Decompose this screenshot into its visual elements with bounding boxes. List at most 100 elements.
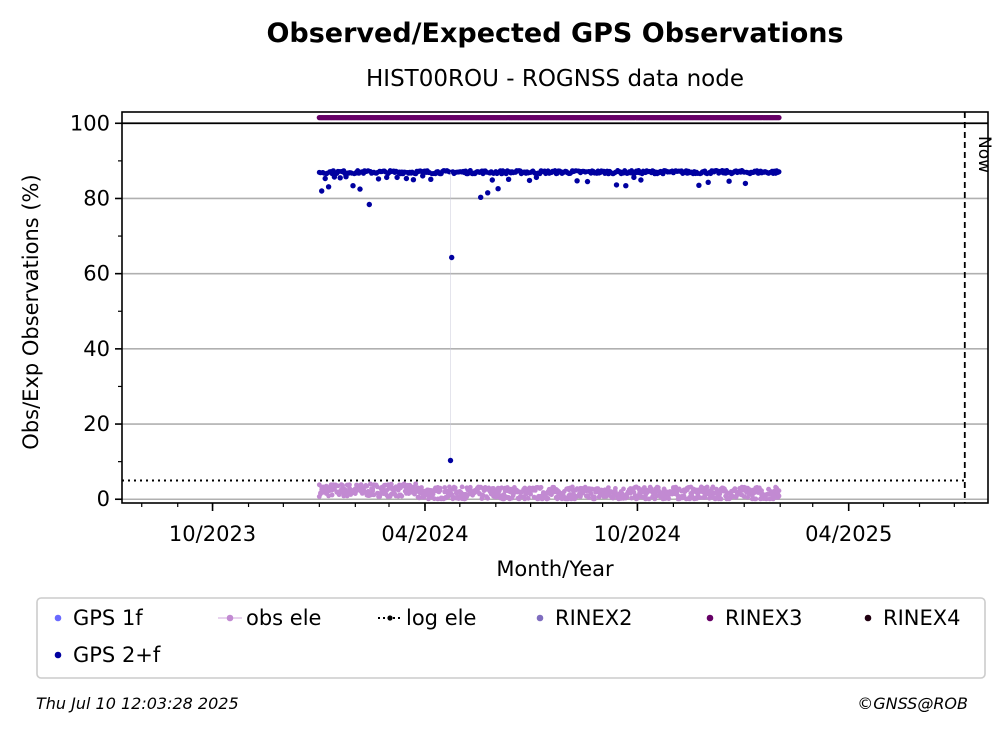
legend-label: RINEX2 (555, 606, 633, 630)
x-tick-label: 10/2024 (594, 522, 681, 546)
obs-ele-point (362, 489, 367, 494)
y-axis-label: Obs/Exp Observations (%) (19, 174, 43, 449)
gps-2f-outlier-point (343, 174, 349, 180)
obs-ele-point (329, 492, 335, 498)
obs-ele-point (442, 485, 448, 490)
obs-ele-point (452, 485, 458, 491)
gps-2f-outlier-point (742, 180, 749, 187)
gps-2f-outlier-point (489, 177, 495, 183)
chart-title: Observed/Expected GPS Observations (266, 18, 843, 49)
legend-frame (36, 597, 986, 679)
legend-item: GPS 1f (54, 606, 143, 630)
gps-2f-outlier-point (420, 173, 426, 179)
gps-2f-outlier-point (357, 186, 363, 192)
gps-2f-outlier-point (447, 457, 454, 464)
legend-label: GPS 2+f (73, 643, 161, 667)
gps-2f-outlier-point (322, 175, 328, 182)
legend-item: log ele (378, 606, 476, 630)
obs-ele-point (655, 485, 661, 490)
legend-label: RINEX3 (725, 606, 803, 630)
obs-ele-point (370, 486, 376, 492)
obs-ele-point (528, 491, 533, 497)
x-tick-label: 04/2024 (381, 522, 468, 546)
rinex3-point (776, 115, 782, 121)
y-tick-label: 20 (83, 412, 110, 436)
gps-2f-outlier-point (613, 182, 620, 188)
gps-2f-outlier-point (705, 179, 711, 185)
gps-2f-outlier-point (623, 183, 629, 189)
y-tick-label: 80 (83, 186, 110, 210)
y-tick-label: 100 (70, 111, 110, 135)
gps-2f-outlier-point (410, 177, 417, 183)
plot-area: Now 0 20 40 60 80 100 10/2023 04/2024 10/2024 04/2… (70, 111, 994, 546)
legend-marker (864, 614, 872, 622)
gps-2f-outlier-point (631, 174, 637, 181)
obs-ele-point (459, 484, 465, 490)
gps-2f-outlier-point (584, 178, 591, 185)
chart-subtitle: HIST00ROU - ROGNSS data node (366, 66, 744, 92)
gps-2f-outlier-point (337, 175, 343, 181)
obs-ele-point (431, 496, 437, 502)
series-rinex3 (316, 115, 782, 121)
legend-label: GPS 1f (73, 606, 143, 630)
obs-ele-point (413, 481, 419, 487)
gps-2f-outlier-point (375, 176, 382, 182)
y-tick-label: 60 (83, 262, 110, 286)
obs-ele-point (421, 495, 427, 500)
obs-ele-point (643, 496, 648, 502)
legend-marker (536, 614, 544, 622)
now-label: Now (974, 136, 994, 173)
series-gps-2f (316, 168, 782, 464)
obs-ele-point (538, 485, 544, 490)
obs-ele-point (697, 495, 703, 500)
obs-ele-point (592, 496, 597, 502)
gps-2f-outlier-point (638, 177, 644, 183)
legend-item: obs ele (218, 606, 321, 630)
obs-ele-point (340, 483, 345, 488)
legend-item: RINEX4 (864, 606, 961, 630)
gps-2f-outlier-point (319, 188, 325, 194)
gps-2f-outlier-point (505, 176, 512, 182)
obs-ele-point (388, 481, 394, 487)
gps-2f-outlier-point (384, 174, 390, 181)
gps-2f-outlier-point (366, 201, 372, 208)
obs-ele-point (624, 494, 630, 500)
obs-ele-point (718, 496, 724, 502)
obs-ele-point (710, 484, 716, 490)
footer-timestamp: Thu Jul 10 12:03:28 2025 (36, 694, 239, 713)
obs-ele-point (545, 496, 551, 501)
gps-2f-outlier-point (533, 174, 540, 181)
obs-ele-point (646, 496, 652, 502)
obs-ele-point (606, 485, 611, 490)
obs-ele-point (347, 482, 352, 488)
legend-marker (54, 651, 62, 659)
gps-2f-outlier-point (403, 175, 410, 182)
legend-label: RINEX4 (883, 606, 961, 630)
legend: GPS 1f obs ele log ele RINEX2 RINEX3 RINEX4 GP… (36, 597, 986, 679)
obs-ele-point (732, 486, 738, 491)
obs-ele-point (704, 484, 710, 490)
x-axis-label: Month/Year (496, 557, 614, 581)
gps-2f-point (776, 169, 782, 175)
gps-2f-outlier-point (726, 178, 732, 184)
obs-ele-point (499, 485, 504, 491)
gps-2f-outlier-point (574, 178, 580, 184)
obs-ele-point (419, 485, 424, 490)
obs-ele-point (666, 496, 672, 502)
legend-label: log ele (406, 606, 476, 630)
legend-marker (226, 614, 234, 622)
x-tick-label: 04/2025 (805, 522, 892, 546)
obs-ele-point (364, 483, 370, 489)
gps-2f-outlier-point (449, 254, 455, 261)
footer-credit: ©GNSS@ROB (857, 694, 968, 713)
obs-ele-point (753, 496, 759, 502)
obs-ele-point (631, 489, 637, 495)
plot-frame (121, 111, 989, 504)
gps-2f-outlier-point (526, 177, 533, 184)
obs-ele-point (448, 487, 453, 493)
legend-marker (706, 614, 714, 622)
gps-2f-outlier-point (696, 182, 702, 188)
obs-ele-point (570, 484, 575, 490)
obs-ele-point (776, 493, 782, 499)
